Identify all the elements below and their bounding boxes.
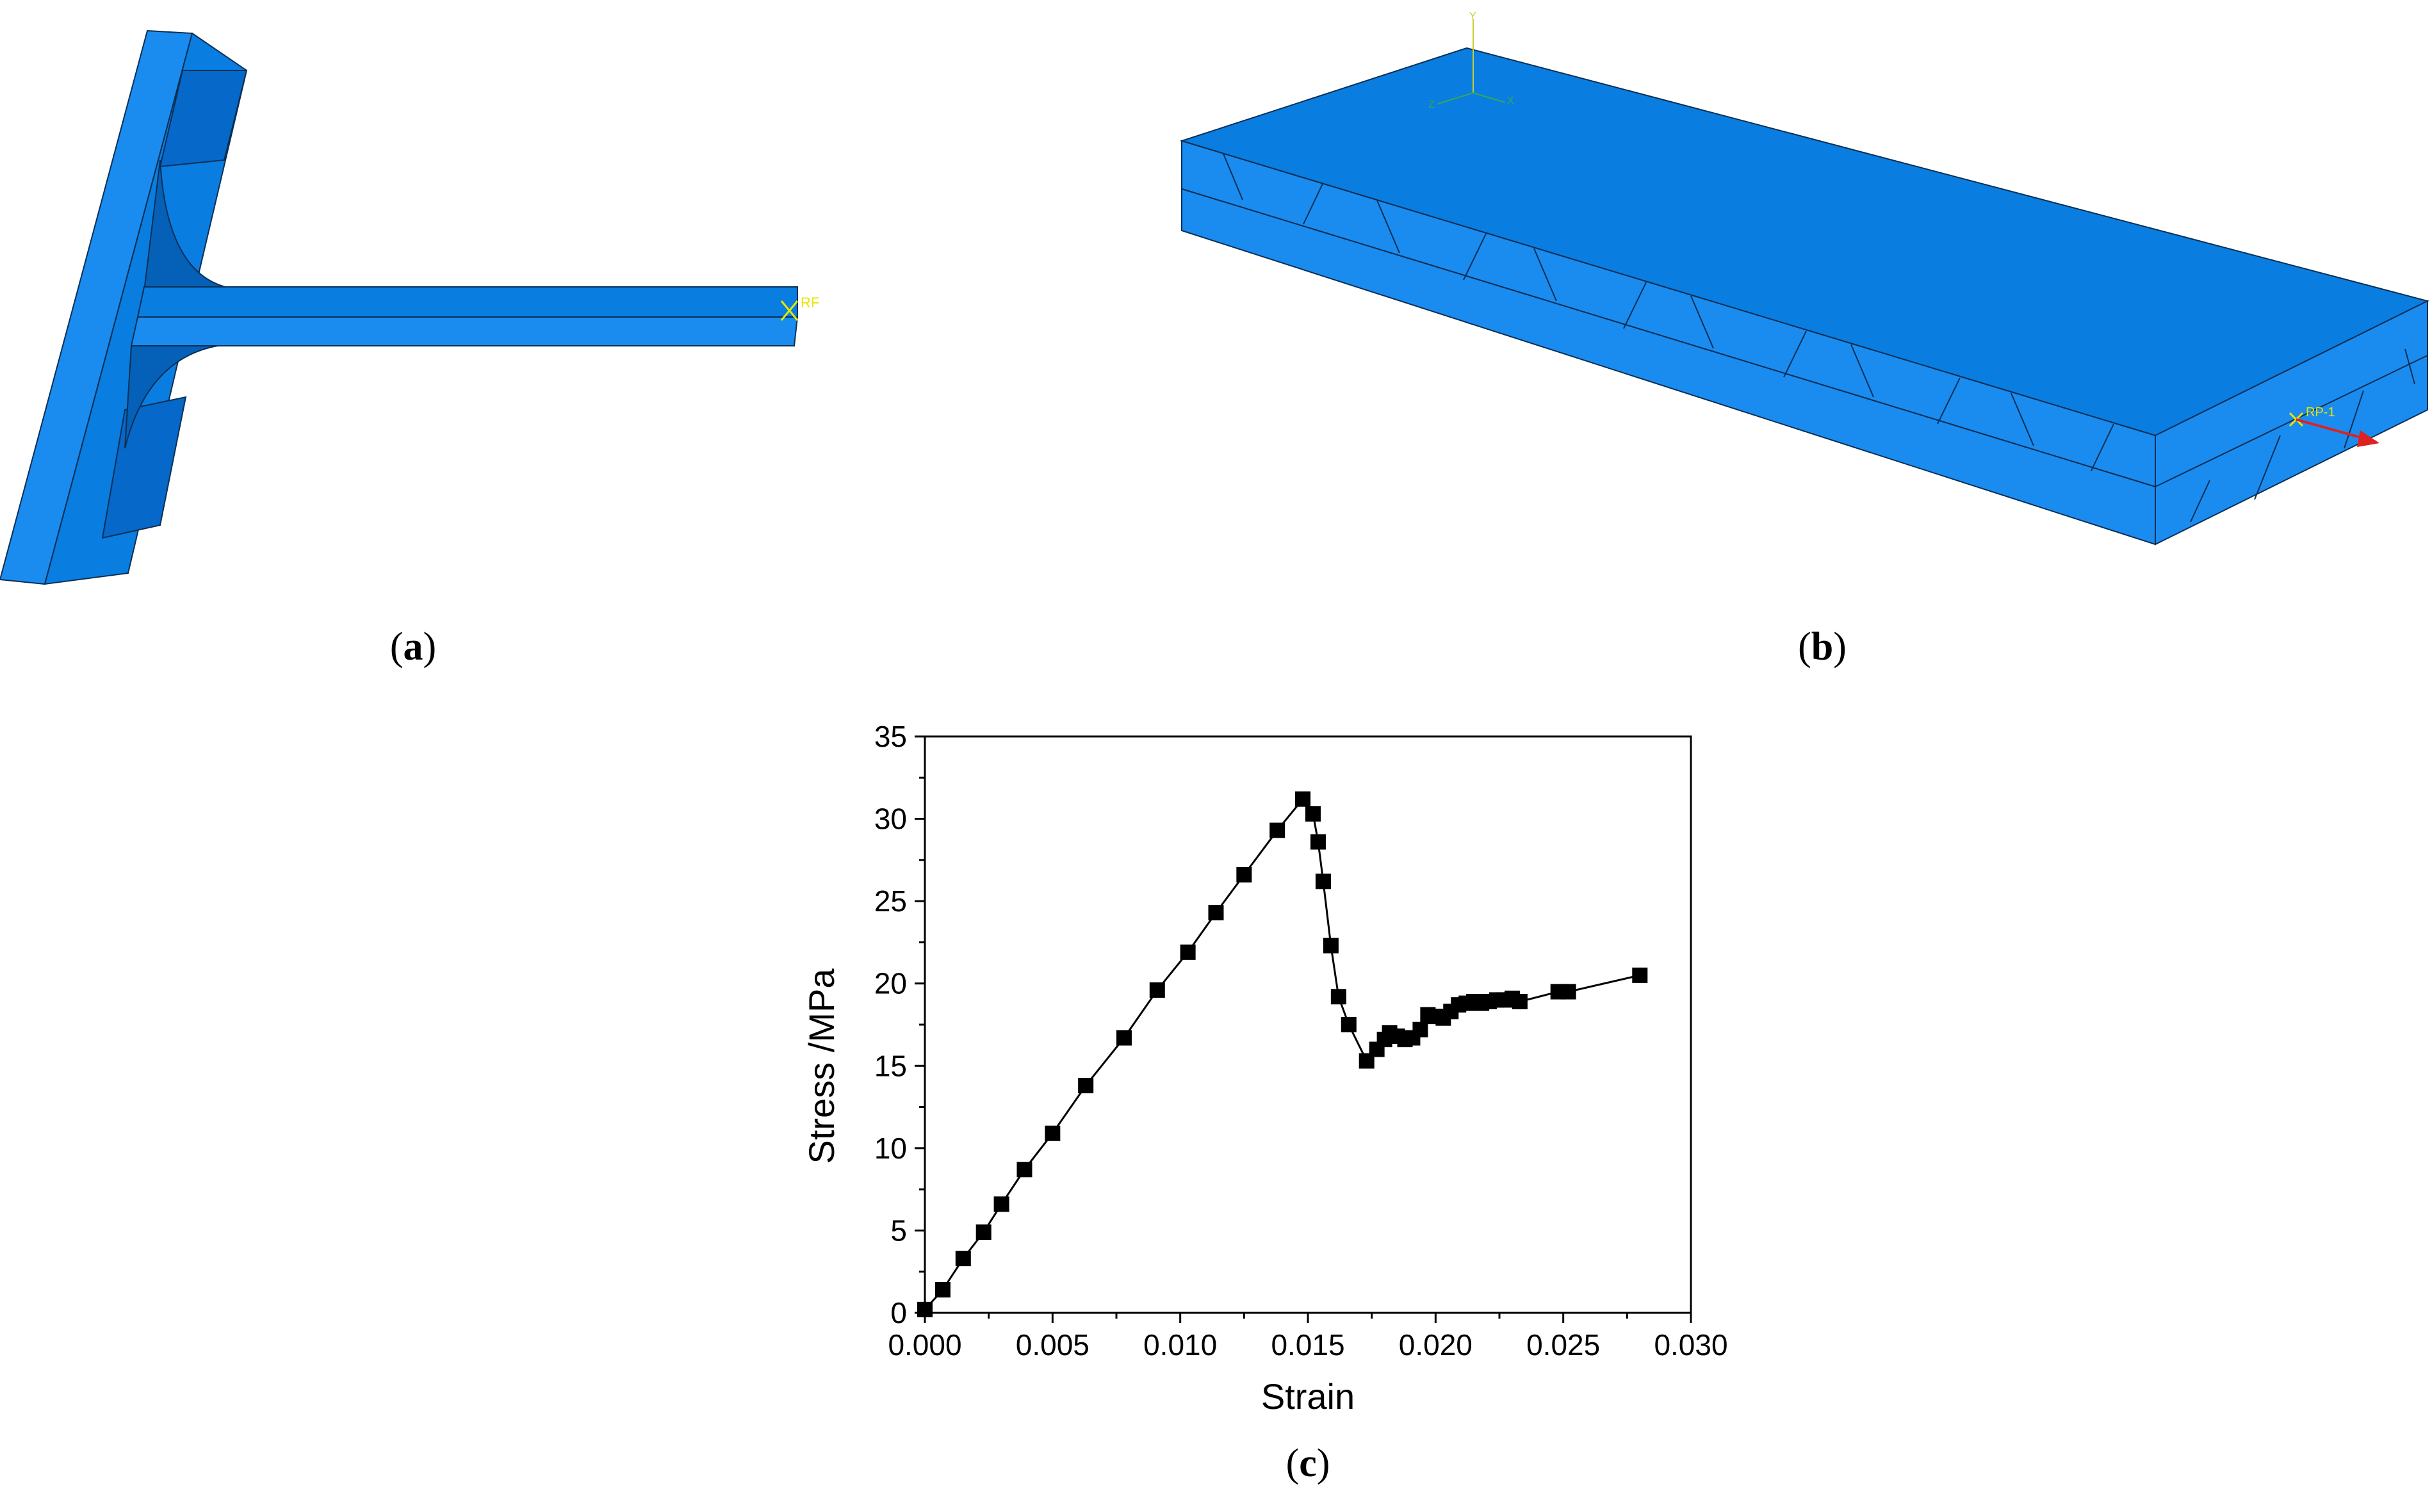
y-tick-label: 15: [874, 1049, 907, 1082]
x-tick-label: 0.025: [1526, 1328, 1600, 1362]
x-tick-label: 0.020: [1399, 1328, 1473, 1362]
sandwich-panel-model: Y X Z RP-1: [1179, 11, 2429, 546]
data-point: [1323, 938, 1339, 954]
x-tick-label: 0.030: [1654, 1328, 1727, 1362]
panel-a: RF (a): [0, 0, 833, 704]
caption-a: (a): [389, 625, 437, 669]
data-point: [1341, 1017, 1357, 1032]
data-point: [993, 1196, 1009, 1212]
caption-b: (b): [1798, 625, 1847, 669]
data-point: [934, 1282, 951, 1297]
data-point: [1016, 1162, 1032, 1178]
data-point: [975, 1224, 992, 1240]
data-point: [1269, 822, 1285, 838]
rp-label-a: RF: [801, 295, 819, 311]
data-point: [955, 1251, 971, 1267]
coordinate-triad-icon: [1437, 19, 1506, 104]
y-axis-label: Stress /MPa: [801, 968, 842, 1164]
data-point: [917, 1301, 933, 1317]
stress-strain-chart: 0.000 0.005 0.010 0.015 0.020 0.025 0.030 0 5 10 1…: [801, 720, 1728, 1417]
y-tick-label: 0: [890, 1296, 907, 1329]
y-tick-label: 20: [874, 967, 907, 1000]
rp-label-b: RP-1: [2306, 405, 2335, 419]
data-point: [1208, 905, 1224, 921]
data-point: [1560, 984, 1576, 1000]
x-tick-label: 0.015: [1271, 1328, 1344, 1362]
x-axis-label: Strain: [1261, 1376, 1355, 1417]
x-tick-label: 0.000: [888, 1328, 961, 1362]
x-tick-label: 0.010: [1143, 1328, 1217, 1362]
data-point: [1180, 944, 1196, 960]
triad-label-x: X: [1507, 95, 1514, 106]
data-point: [1305, 806, 1321, 822]
data-point: [1512, 994, 1528, 1009]
panel-c: 0.000 0.005 0.010 0.015 0.020 0.025 0.030 0 5 10 1…: [788, 704, 1813, 1512]
reference-point-icon: [780, 300, 799, 321]
y-tick-label: 10: [874, 1132, 907, 1165]
data-point: [1315, 874, 1331, 890]
y-tick-label: 35: [874, 720, 907, 753]
data-point: [1116, 1030, 1132, 1046]
plot-frame: [924, 735, 1692, 1314]
data-point: [1236, 867, 1252, 882]
triad-label-y: Y: [1469, 11, 1476, 22]
t-joint-model: RF: [0, 29, 819, 585]
panel-b: Y X Z RP-1 (b): [1166, 0, 2432, 704]
data-point: [1632, 967, 1648, 983]
data-point: [1045, 1125, 1061, 1141]
triad-label-z: Z: [1428, 99, 1435, 110]
data-point: [1310, 834, 1326, 850]
y-tick-label: 5: [890, 1214, 907, 1247]
y-tick-label: 25: [874, 884, 907, 918]
series-line: [924, 797, 1640, 1310]
data-point: [1412, 1021, 1428, 1037]
data-point: [1078, 1078, 1094, 1094]
caption-c: (c): [1285, 1442, 1330, 1485]
x-tick-label: 0.005: [1016, 1328, 1090, 1362]
data-point: [1149, 982, 1165, 998]
data-point: [1330, 989, 1346, 1005]
data-point: [1295, 791, 1311, 807]
y-tick-label: 30: [874, 802, 907, 836]
reference-point-icon: [2289, 412, 2379, 447]
